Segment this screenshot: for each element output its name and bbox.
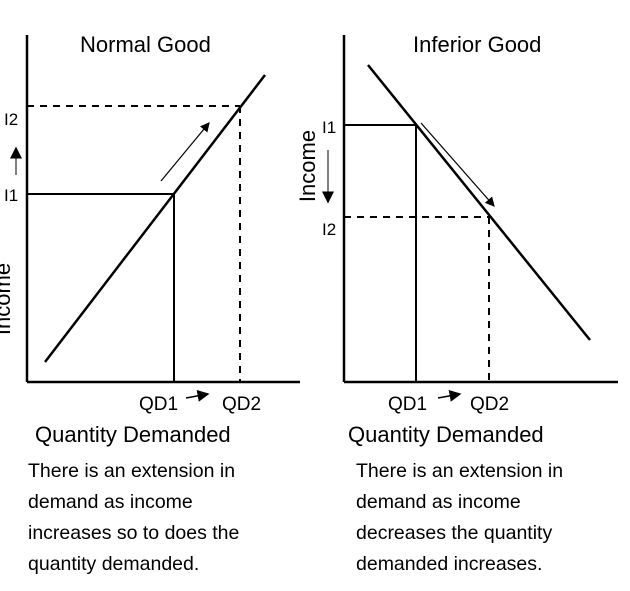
movement-arrow — [160, 122, 210, 182]
normal-good-title: Normal Good — [80, 32, 211, 57]
normal-good-tick-i2: I2 — [4, 110, 19, 129]
inferior-good-caption: There is an extension in demand as incom… — [356, 456, 563, 580]
normal-good-caption: There is an extension in demand as incom… — [28, 456, 239, 580]
normal-good-y-axis-label: Income — [0, 262, 16, 336]
caption-line: demand as income — [356, 491, 521, 513]
normal-good-tick-qd1: QD1 — [139, 394, 179, 415]
qd-arrow — [185, 389, 210, 402]
inferior-good-tick-i1: I1 — [322, 118, 337, 137]
inferior-good-tick-i2: I2 — [322, 220, 337, 239]
inferior-good-tick-qd1: QD1 — [388, 394, 428, 415]
inferior-good-chart — [322, 35, 618, 402]
caption-line: demand as income — [28, 491, 193, 513]
caption-line: quantity demanded. — [28, 553, 200, 575]
inferior-good-title: Inferior Good — [413, 32, 542, 57]
inferior-good-tick-qd2: QD2 — [470, 394, 510, 415]
inferior-good-y-axis-label: Income — [295, 129, 321, 203]
normal-good-tick-qd2: QD2 — [222, 394, 262, 415]
movement-arrow — [420, 122, 495, 207]
inferior-good-x-axis-label: Quantity Demanded — [348, 422, 544, 447]
normal-good-x-axis-label: Quantity Demanded — [35, 422, 231, 447]
caption-line: decreases the quantity — [356, 522, 553, 544]
demand-line — [367, 64, 591, 341]
caption-line: There is an extension in — [356, 460, 564, 482]
demand-line — [44, 74, 266, 363]
caption-line: demanded increases. — [356, 553, 543, 575]
caption-line: increases so to does the — [28, 522, 240, 544]
caption-line: There is an extension in — [28, 460, 236, 482]
normal-good-chart — [10, 35, 300, 402]
qd-arrow — [437, 389, 462, 402]
normal-good-tick-i1: I1 — [4, 186, 19, 205]
